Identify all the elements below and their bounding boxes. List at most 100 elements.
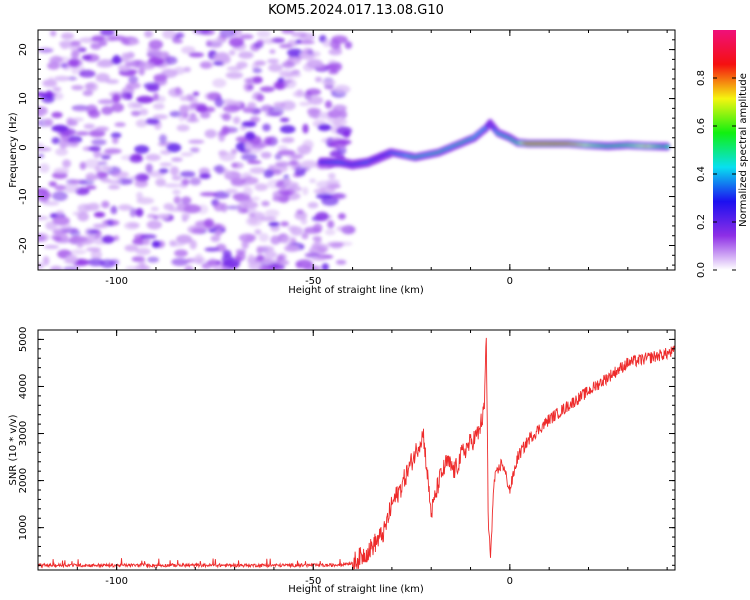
heatmap-cell [93,149,101,159]
heatmap-cell [263,169,274,179]
heatmap-cell [295,259,313,269]
snr-plot-area [38,330,675,570]
heatmap-cell [138,61,156,70]
snr-x-axis-label: Height of straight line (km) [288,584,424,595]
heatmap-cell [188,52,205,58]
heatmap-cell [71,117,84,122]
heatmap-cell [50,265,63,270]
heatmap-cell [256,254,265,261]
heatmap-cell [48,181,57,187]
heatmap-cell [111,171,130,179]
heatmap-cell [61,32,74,40]
heatmap-cell [85,175,100,181]
heatmap-cell [283,178,292,185]
heatmap-cell [324,228,336,236]
heatmap-cell [165,56,178,65]
heatmap-cell [91,139,107,146]
heatmap-cell [169,242,185,247]
heatmap-cell [147,213,157,219]
heatmap-cell [145,163,153,174]
colorbar-ticks: 0.0 0.2 0.4 0.6 0.8 [696,70,736,278]
heatmap-cell [184,265,194,270]
heatmap-cell [150,206,159,212]
heatmap-cell [156,213,170,220]
heatmap-cell [181,178,190,186]
heatmap-cell [84,158,101,169]
heatmap-cell [287,185,302,192]
heatmap-cell [221,125,230,136]
heatmap-cell [311,256,327,261]
heatmap-cell [212,191,230,199]
heatmap-cell [332,117,348,127]
heatmap-cell [189,147,200,153]
heatmap-cell [228,37,245,48]
heatmap-cell [107,179,122,185]
heatmap-cell [249,167,266,174]
heatmap-cell [256,39,265,45]
heatmap-cell [302,139,314,150]
heatmap-cell [204,92,219,101]
heatmap-cell [71,50,80,58]
heatmap-cell [277,145,288,150]
heatmap-cell [264,209,280,218]
heatmap-cell [344,41,353,49]
heatmap-cell [43,244,60,249]
heatmap-cell [81,54,92,60]
colorbar: 0.0 0.2 0.4 0.6 0.8 Normalized spectral ampl… [696,30,749,278]
heatmap-cell [214,97,224,108]
heatmap-cell [159,162,173,167]
heatmap-cell [230,178,246,186]
heatmap-cell [239,200,249,206]
heatmap-cell [210,235,221,242]
heatmap-cell [256,246,263,255]
heatmap-cell [251,196,260,201]
heatmap-cell [273,101,286,108]
heatmap-cell [124,61,137,67]
y-tick-label: 20 [18,43,29,56]
heatmap-cell [259,216,277,222]
heatmap-cell [138,174,150,181]
heatmap-cell [321,263,329,270]
heatmap-cell [153,73,168,82]
heatmap-cell [298,101,311,107]
heatmap-cell [159,134,167,144]
heatmap-cell [247,102,257,109]
heatmap-cell [88,146,101,152]
heatmap-cell [96,171,108,180]
heatmap-cell [301,232,309,240]
heatmap-cell [110,259,120,266]
heatmap-cell [90,42,102,50]
heatmap-cell [172,39,183,44]
heatmap-cell [49,56,64,65]
heatmap-cell [300,217,308,225]
spectrogram-y-axis-label: Frequency (Hz) [8,112,19,188]
heatmap-cell [101,106,114,115]
heatmap-cell [204,247,220,252]
heatmap-cell [95,73,110,83]
heatmap-cell [63,183,80,193]
heatmap-cell [327,241,344,248]
heatmap-cell [192,91,200,97]
heatmap-cell [188,139,205,144]
heatmap-cell [274,153,283,160]
heatmap-cell [51,137,61,145]
heatmap-cell [110,205,118,215]
heatmap-cell [256,30,271,38]
heatmap-cell [128,75,139,84]
heatmap-cell [135,208,144,217]
x-tick-label: -50 [305,276,321,287]
heatmap-cell [261,200,270,207]
heatmap-cell [225,188,238,194]
heatmap-cell [94,165,102,173]
heatmap-cell [109,35,127,41]
heatmap-cell [238,51,254,59]
heatmap-cell [67,57,83,68]
heatmap-cell [72,106,89,112]
heatmap-cell [267,58,279,64]
heatmap-cell [151,240,161,248]
heatmap-cell [176,234,193,244]
heatmap-cell [42,201,60,206]
heatmap-cell [181,196,192,205]
heatmap-cell [45,221,57,231]
heatmap-cell [174,32,185,39]
